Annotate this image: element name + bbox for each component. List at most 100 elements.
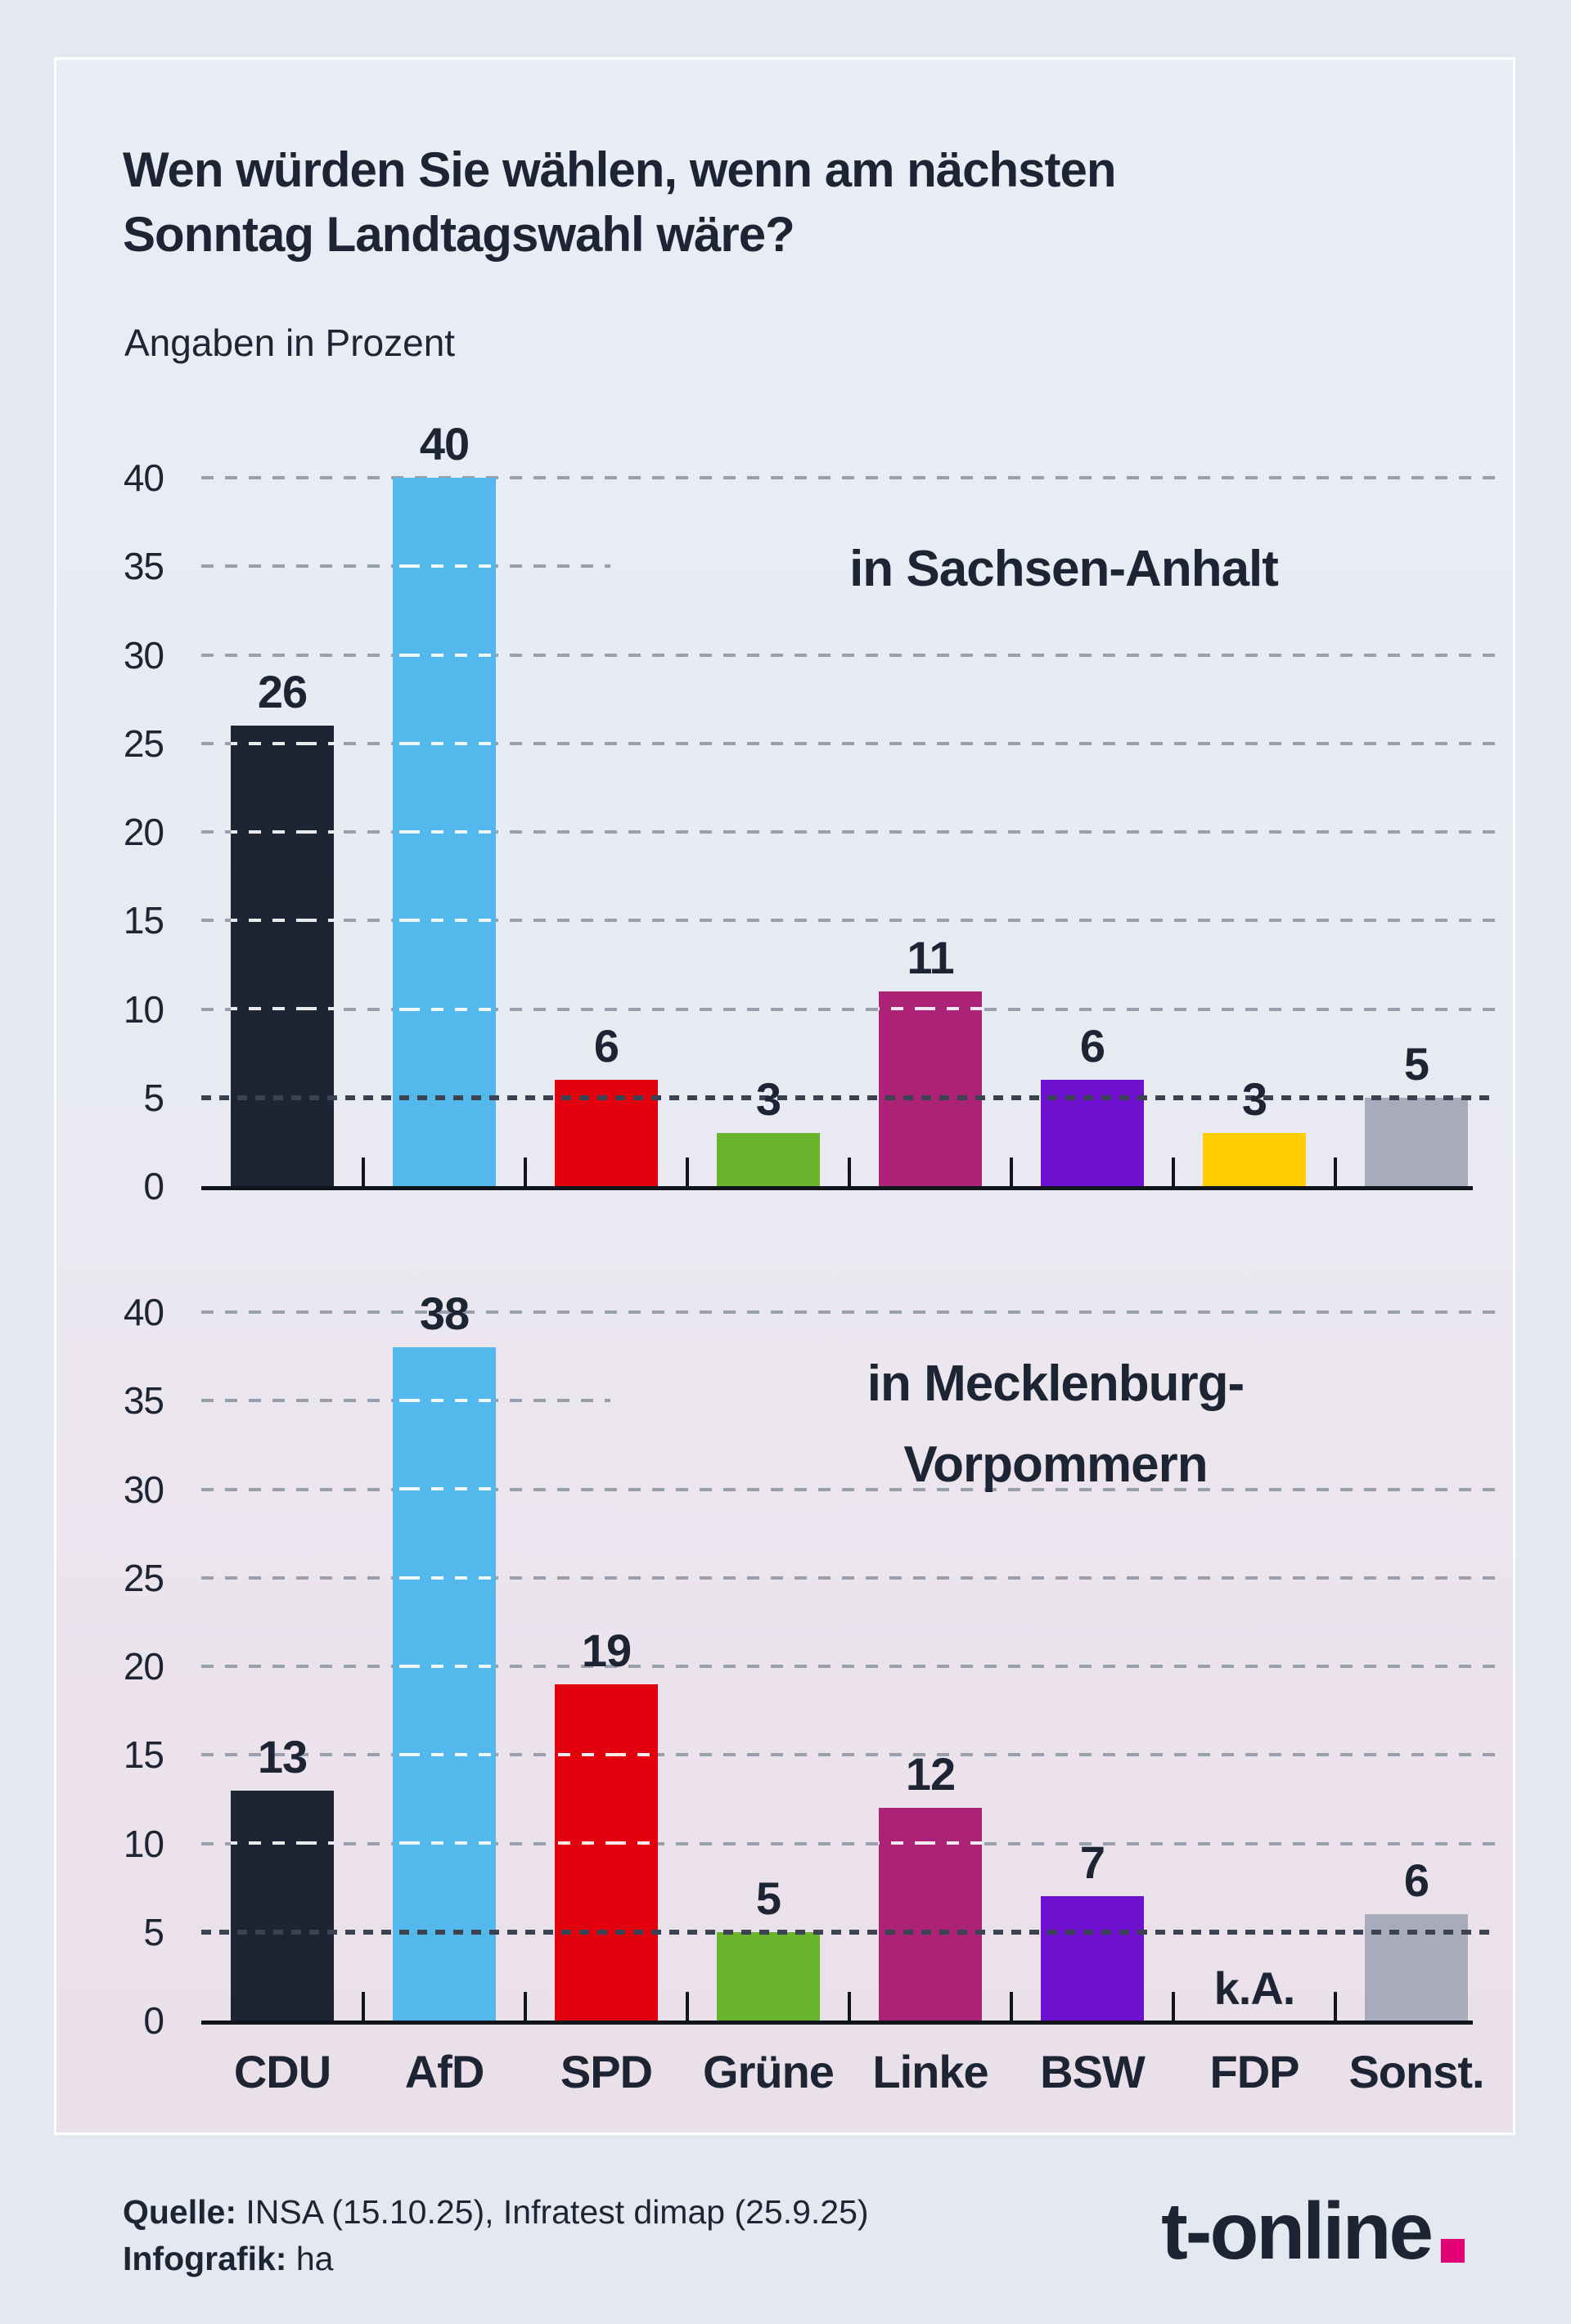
bar-Grüne — [717, 1133, 820, 1186]
bar-AfD — [393, 478, 496, 1186]
value-label-FDP: 3 — [1241, 1073, 1267, 1126]
axis-tick — [524, 1158, 527, 1186]
gridline-on-bar — [393, 1399, 496, 1403]
gridline — [201, 741, 1497, 745]
y-axis-label: 35 — [123, 1379, 164, 1423]
gridline-on-bar — [879, 1841, 982, 1845]
axis-tick — [1172, 1158, 1175, 1186]
y-axis-label: 5 — [143, 1910, 164, 1953]
value-label-AfD: 40 — [419, 418, 470, 470]
axis-tick — [848, 1158, 851, 1186]
y-axis-label: 30 — [123, 1468, 164, 1511]
value-label-CDU: 13 — [257, 1730, 308, 1782]
x-axis-line — [201, 2021, 1473, 2025]
gridline — [201, 1576, 1497, 1580]
category-label-BSW: BSW — [1040, 2046, 1146, 2097]
gridline-on-bar — [393, 1664, 496, 1668]
page-title: Wen würden Sie wählen, wenn am nächsten … — [123, 142, 1117, 263]
y-axis-label: 0 — [143, 1165, 164, 1207]
value-label-Sonst.: 6 — [1403, 1854, 1429, 1907]
value-label-Grüne: 5 — [755, 1872, 781, 1924]
gridline-on-bar — [393, 564, 496, 569]
gridline-on-bar — [231, 741, 334, 745]
axis-tick — [848, 1992, 851, 2021]
bar-Linke — [879, 991, 982, 1186]
gridline-on-bar — [555, 1841, 658, 1845]
gridline-on-bar — [393, 830, 496, 834]
value-label-Grüne: 3 — [755, 1073, 781, 1126]
gridline — [201, 830, 1497, 834]
gridline — [201, 1007, 1497, 1011]
axis-tick — [1334, 1992, 1337, 2021]
y-axis-label: 15 — [123, 899, 164, 942]
five-percent-threshold-line — [201, 1095, 1497, 1100]
gridline — [201, 919, 1497, 923]
value-label-SPD: 19 — [581, 1624, 632, 1676]
gridline-on-bar — [393, 1007, 496, 1011]
category-label-AfD: AfD — [404, 2046, 485, 2097]
gridline — [201, 1753, 1497, 1757]
gridline-on-bar — [879, 1007, 982, 1011]
value-label-Linke: 12 — [905, 1748, 956, 1800]
x-axis-line — [201, 1186, 1473, 1190]
gridline-on-bar — [393, 1841, 496, 1845]
y-axis-label: 15 — [123, 1733, 164, 1777]
t-online-logo-text: t-online — [1161, 2186, 1434, 2276]
gridline-on-bar — [393, 919, 496, 923]
value-label-Sonst.: 5 — [1403, 1037, 1429, 1090]
value-label-BSW: 7 — [1079, 1836, 1105, 1889]
bar-BSW — [1041, 1896, 1144, 2021]
y-axis-label: 30 — [123, 633, 164, 677]
gridline — [201, 1487, 1497, 1491]
gridline — [201, 476, 1497, 479]
subtitle: Angaben in Prozent — [124, 321, 456, 364]
y-axis-label: 25 — [123, 1556, 164, 1599]
axis-tick — [1010, 1992, 1013, 2021]
value-label-SPD: 6 — [593, 1020, 619, 1072]
bar-Sonst. — [1365, 1097, 1468, 1186]
y-axis-label: 20 — [123, 1645, 164, 1688]
gridline-on-bar — [231, 829, 334, 834]
source-line: Quelle: INSA (15.10.25), Infratest dimap… — [123, 2189, 869, 2236]
category-label-Linke: Linke — [872, 2046, 988, 2097]
bar-Linke — [879, 1808, 982, 2021]
value-label-Linke: 11 — [907, 931, 954, 983]
axis-tick — [362, 1992, 365, 2021]
t-online-logo-dot-icon — [1441, 2239, 1465, 2263]
bar-SPD — [555, 1683, 658, 2021]
axis-tick — [1010, 1158, 1013, 1186]
region-label: in Sachsen-Anhalt — [849, 541, 1279, 597]
category-label-Grüne: Grüne — [703, 2046, 835, 2097]
category-label-Sonst.: Sonst. — [1348, 2046, 1484, 2097]
gridline — [201, 653, 1497, 657]
axis-tick — [362, 1158, 365, 1186]
gridline-on-bar — [231, 919, 334, 923]
bar-CDU — [231, 726, 334, 1186]
credit-label: Infografik: — [123, 2240, 287, 2277]
y-axis-label: 20 — [123, 811, 164, 853]
category-label-SPD: SPD — [560, 2046, 653, 2097]
value-label-BSW: 6 — [1079, 1020, 1105, 1072]
y-axis-label: 10 — [123, 987, 164, 1031]
axis-tick — [524, 1992, 527, 2021]
y-axis-label: 40 — [123, 456, 164, 499]
bar-FDP — [1203, 1133, 1306, 1186]
gridline-on-bar — [231, 1007, 334, 1011]
category-label-FDP: FDP — [1209, 2046, 1300, 2097]
y-axis-label: 5 — [143, 1076, 164, 1119]
y-axis-label: 35 — [123, 545, 164, 588]
y-axis-label: 25 — [123, 721, 164, 765]
axis-tick — [686, 1158, 689, 1186]
axis-tick — [686, 1992, 689, 2021]
gridline-on-bar — [393, 1487, 496, 1491]
gridline-on-bar — [555, 1753, 658, 1757]
gridline — [201, 1665, 1497, 1668]
footer: Quelle: INSA (15.10.25), Infratest dimap… — [123, 2189, 869, 2282]
gridline-on-bar — [393, 1753, 496, 1757]
y-axis-label: 40 — [123, 1291, 164, 1333]
source-label: Quelle: — [123, 2193, 236, 2231]
value-label-AfD: 38 — [419, 1288, 470, 1340]
